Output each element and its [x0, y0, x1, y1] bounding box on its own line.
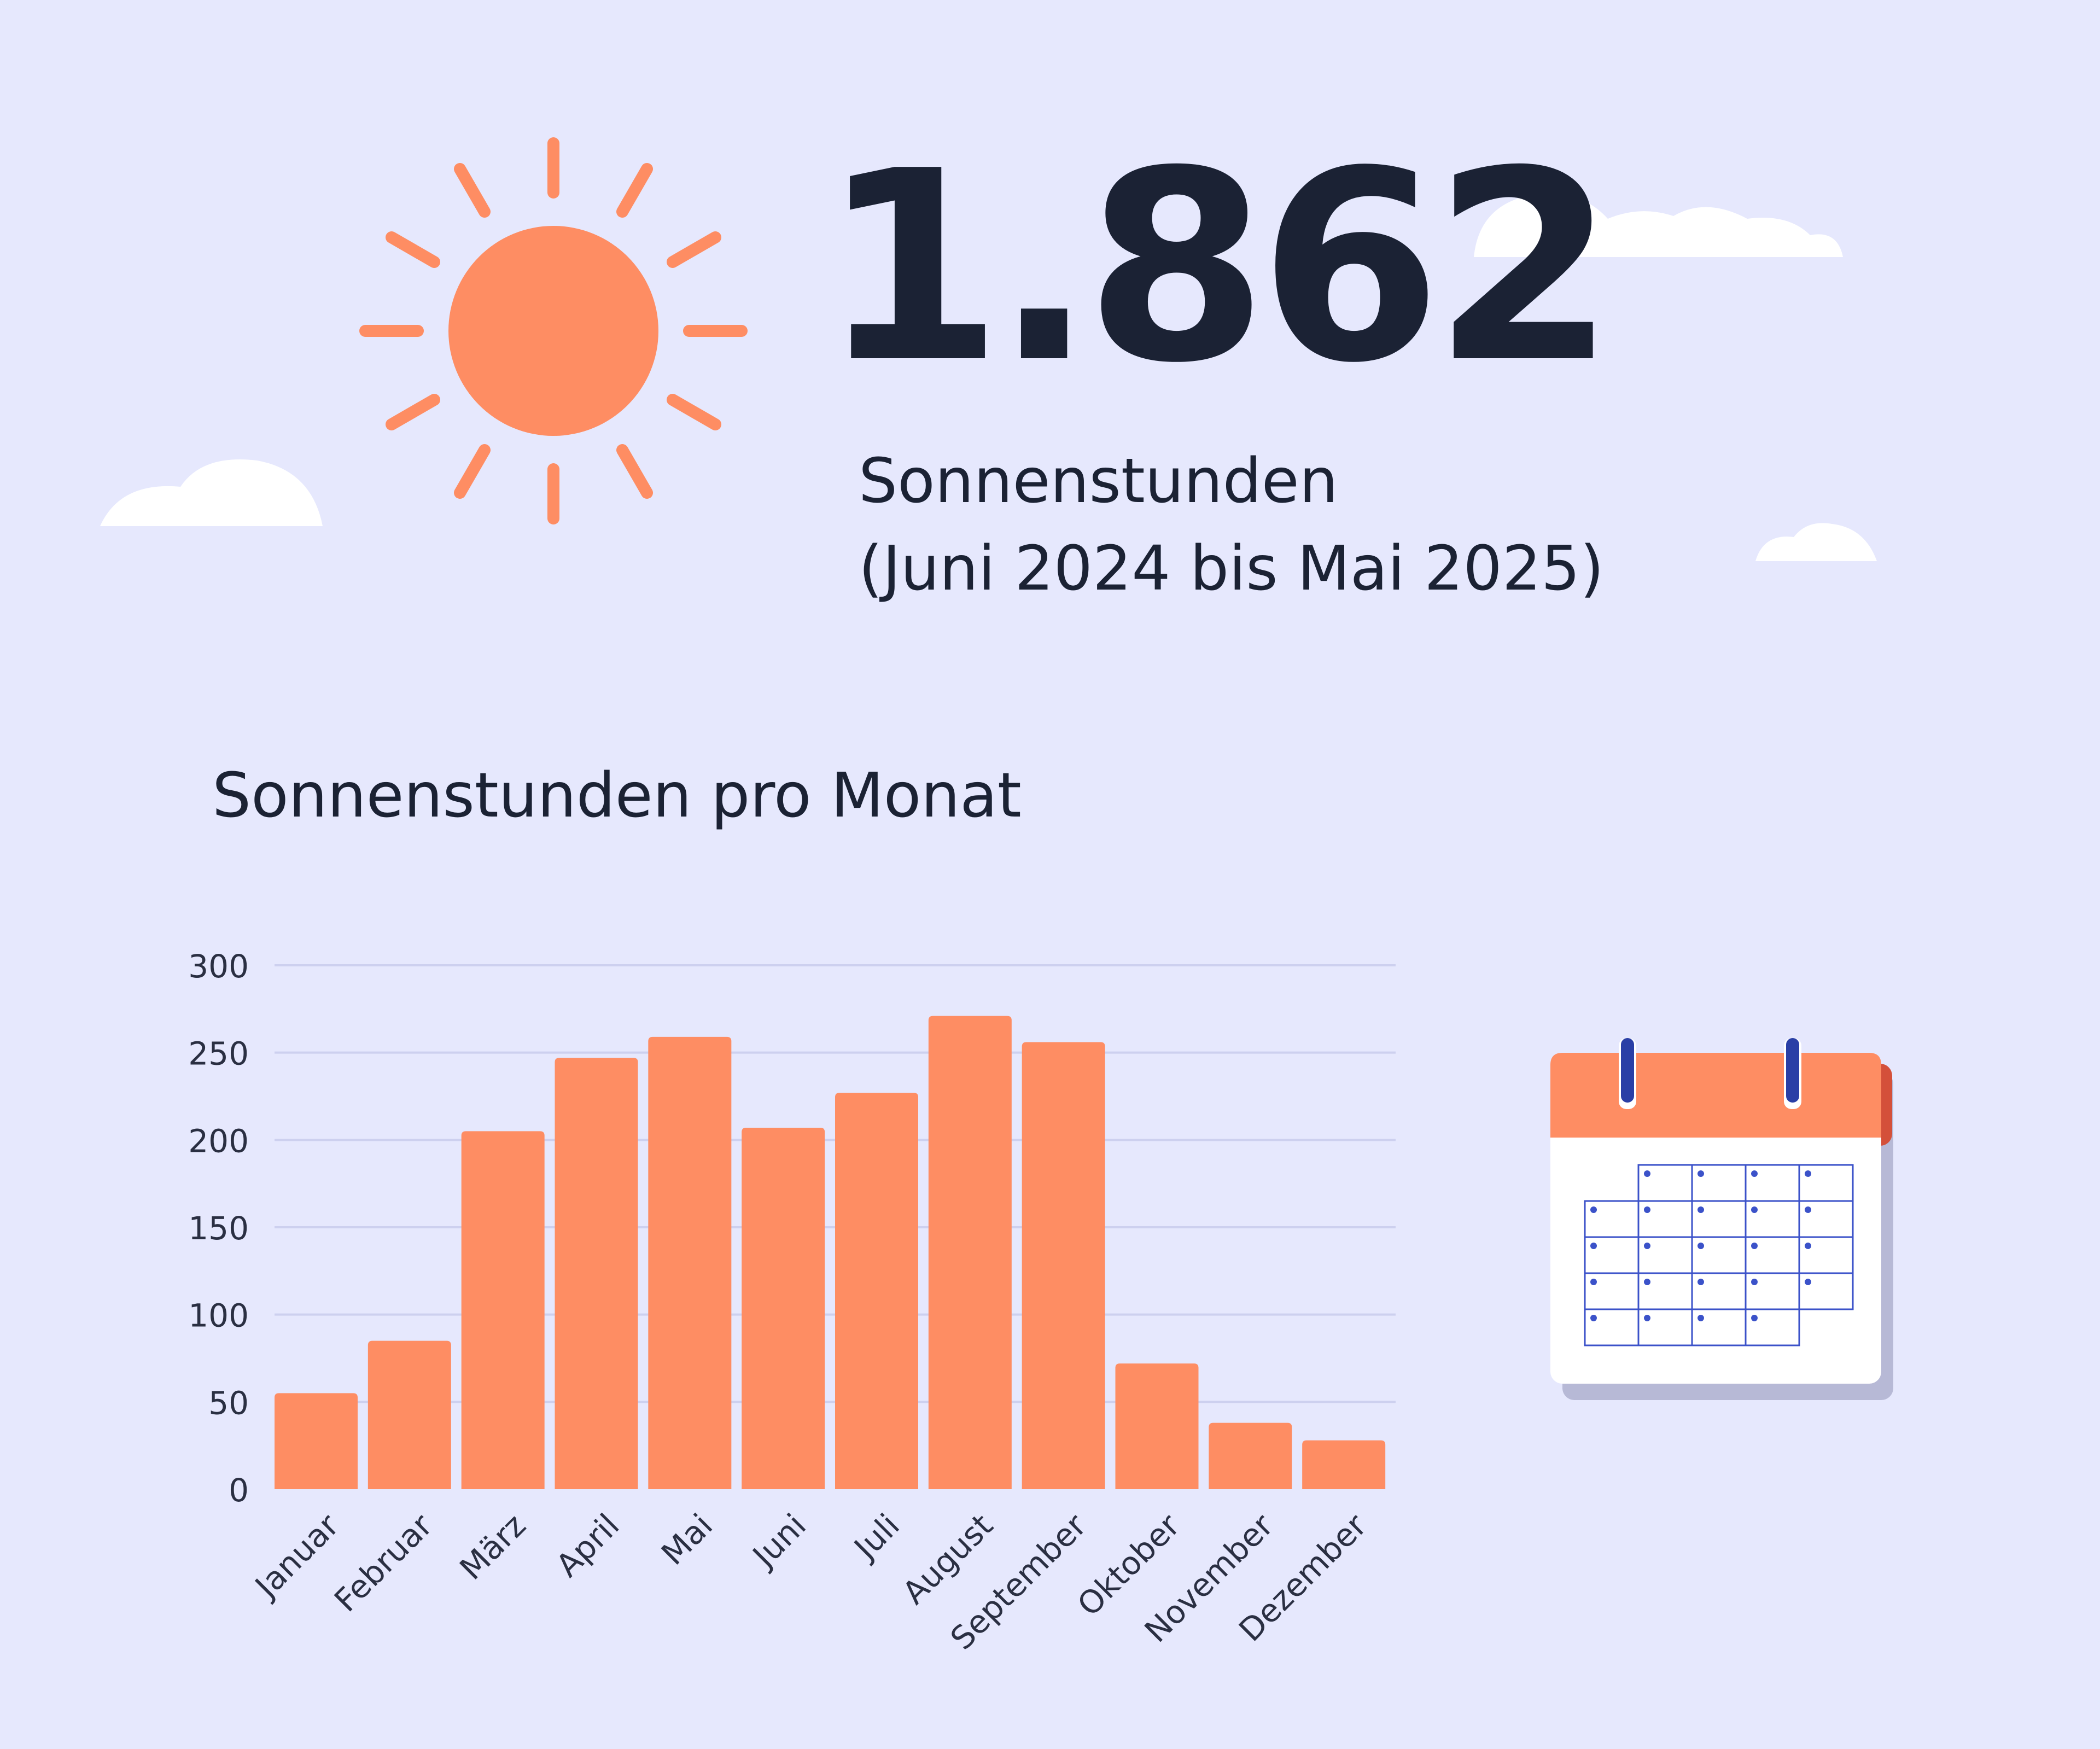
x-tick-label: Juni	[744, 1507, 813, 1576]
x-tick-label: Juli	[846, 1507, 907, 1567]
bar	[1302, 1440, 1386, 1489]
bar	[555, 1058, 638, 1489]
y-tick-label: 150	[188, 1210, 249, 1247]
bar	[461, 1131, 545, 1489]
cloud-icon	[1474, 193, 1843, 257]
headline-label: Sonnenstunden	[859, 446, 1338, 517]
headline-caption: Sonnenstunden (Juni 2024 bis Mai 2025)	[859, 438, 1604, 613]
bar	[928, 1016, 1012, 1489]
cloud-icon	[100, 459, 323, 526]
y-tick-label: 250	[188, 1035, 249, 1072]
calendar-icon	[1550, 1038, 1893, 1400]
bar	[1115, 1363, 1199, 1489]
bar	[742, 1127, 825, 1489]
x-tick-label: Mai	[654, 1507, 720, 1572]
bar	[648, 1036, 732, 1489]
cloud-icon	[1755, 523, 1877, 561]
bar	[368, 1340, 451, 1489]
bar	[275, 1393, 358, 1489]
y-tick-label: 50	[208, 1384, 249, 1421]
chart-title: Sonnenstunden pro Monat	[212, 760, 1022, 831]
x-tick-label: Februar	[327, 1507, 440, 1619]
bar	[1209, 1422, 1292, 1489]
headline-period: (Juni 2024 bis Mai 2025)	[859, 533, 1604, 604]
y-tick-label: 200	[188, 1122, 249, 1159]
bar	[835, 1093, 918, 1489]
y-tick-label: 300	[188, 948, 249, 985]
y-tick-label: 100	[188, 1297, 249, 1334]
y-tick-label: 0	[229, 1472, 249, 1509]
x-tick-label: März	[453, 1507, 533, 1587]
sun-icon	[359, 137, 748, 524]
x-tick-label: April	[549, 1507, 627, 1584]
bar	[1022, 1042, 1105, 1489]
total-sunshine-hours: 1.862	[820, 115, 1615, 421]
